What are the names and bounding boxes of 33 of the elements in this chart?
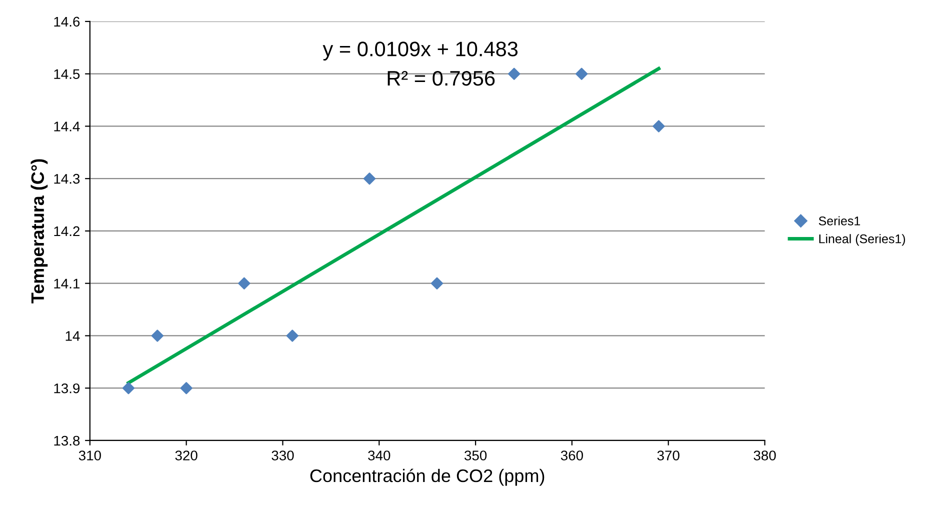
point (151, 330, 164, 342)
x-tick-label: 310 (78, 450, 101, 460)
x-tick-label: 360 (560, 450, 584, 460)
x-tick-label: 330 (272, 450, 294, 460)
point (430, 277, 444, 290)
x-tick-label: 380 (754, 450, 776, 460)
y-tick-label: 14.2 (54, 226, 80, 236)
annotation: y = 0.0109x + 10.483 (322, 42, 518, 61)
point (363, 172, 376, 185)
point (508, 68, 520, 80)
y-axis-title: Temperatura (C°) (30, 159, 48, 304)
y-tick-label: 14 (66, 331, 80, 341)
point (180, 382, 192, 394)
annotation: R² = 0.7956 (388, 70, 495, 86)
y-tick-label: 14.5 (54, 69, 80, 80)
y-tick-label: 13.9 (54, 383, 80, 394)
legend-label: Series1 (818, 216, 860, 226)
y-tick-label: 14.3 (54, 174, 80, 184)
point (652, 120, 665, 132)
y-tick-label: 13.8 (54, 436, 80, 446)
y-tick-label: 14.1 (54, 278, 80, 288)
legend-label: Lineal (Series1) (819, 234, 906, 246)
x-axis-title: Concentración de CO2 (ppm) (310, 468, 544, 486)
point (576, 68, 588, 80)
point (286, 330, 298, 342)
y-tick-label: 14.6 (54, 16, 80, 27)
x-tick-label: 350 (464, 450, 487, 460)
point (238, 277, 250, 290)
x-tick-label: 320 (175, 450, 198, 460)
point (122, 382, 135, 394)
y-tick-label: 14.4 (54, 122, 80, 132)
x-tick-label: 340 (368, 450, 390, 460)
x-tick-label: 370 (657, 450, 680, 460)
